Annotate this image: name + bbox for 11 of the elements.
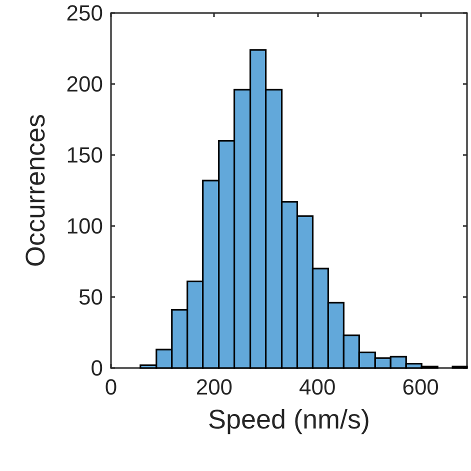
x-axis-title: Speed (nm/s) xyxy=(208,404,370,434)
y-axis-title: Occurrences xyxy=(20,114,50,268)
y-tick-label: 150 xyxy=(66,142,103,168)
y-tick-label: 200 xyxy=(66,72,103,96)
x-tick-label: 200 xyxy=(196,374,233,400)
y-tick-label: 50 xyxy=(78,284,103,310)
y-tick-label: 100 xyxy=(66,214,103,238)
y-tick-label: 250 xyxy=(66,0,103,26)
y-tick-label: 0 xyxy=(90,356,103,380)
x-tick-label: 600 xyxy=(402,374,439,400)
x-tick-label: 400 xyxy=(299,374,336,400)
